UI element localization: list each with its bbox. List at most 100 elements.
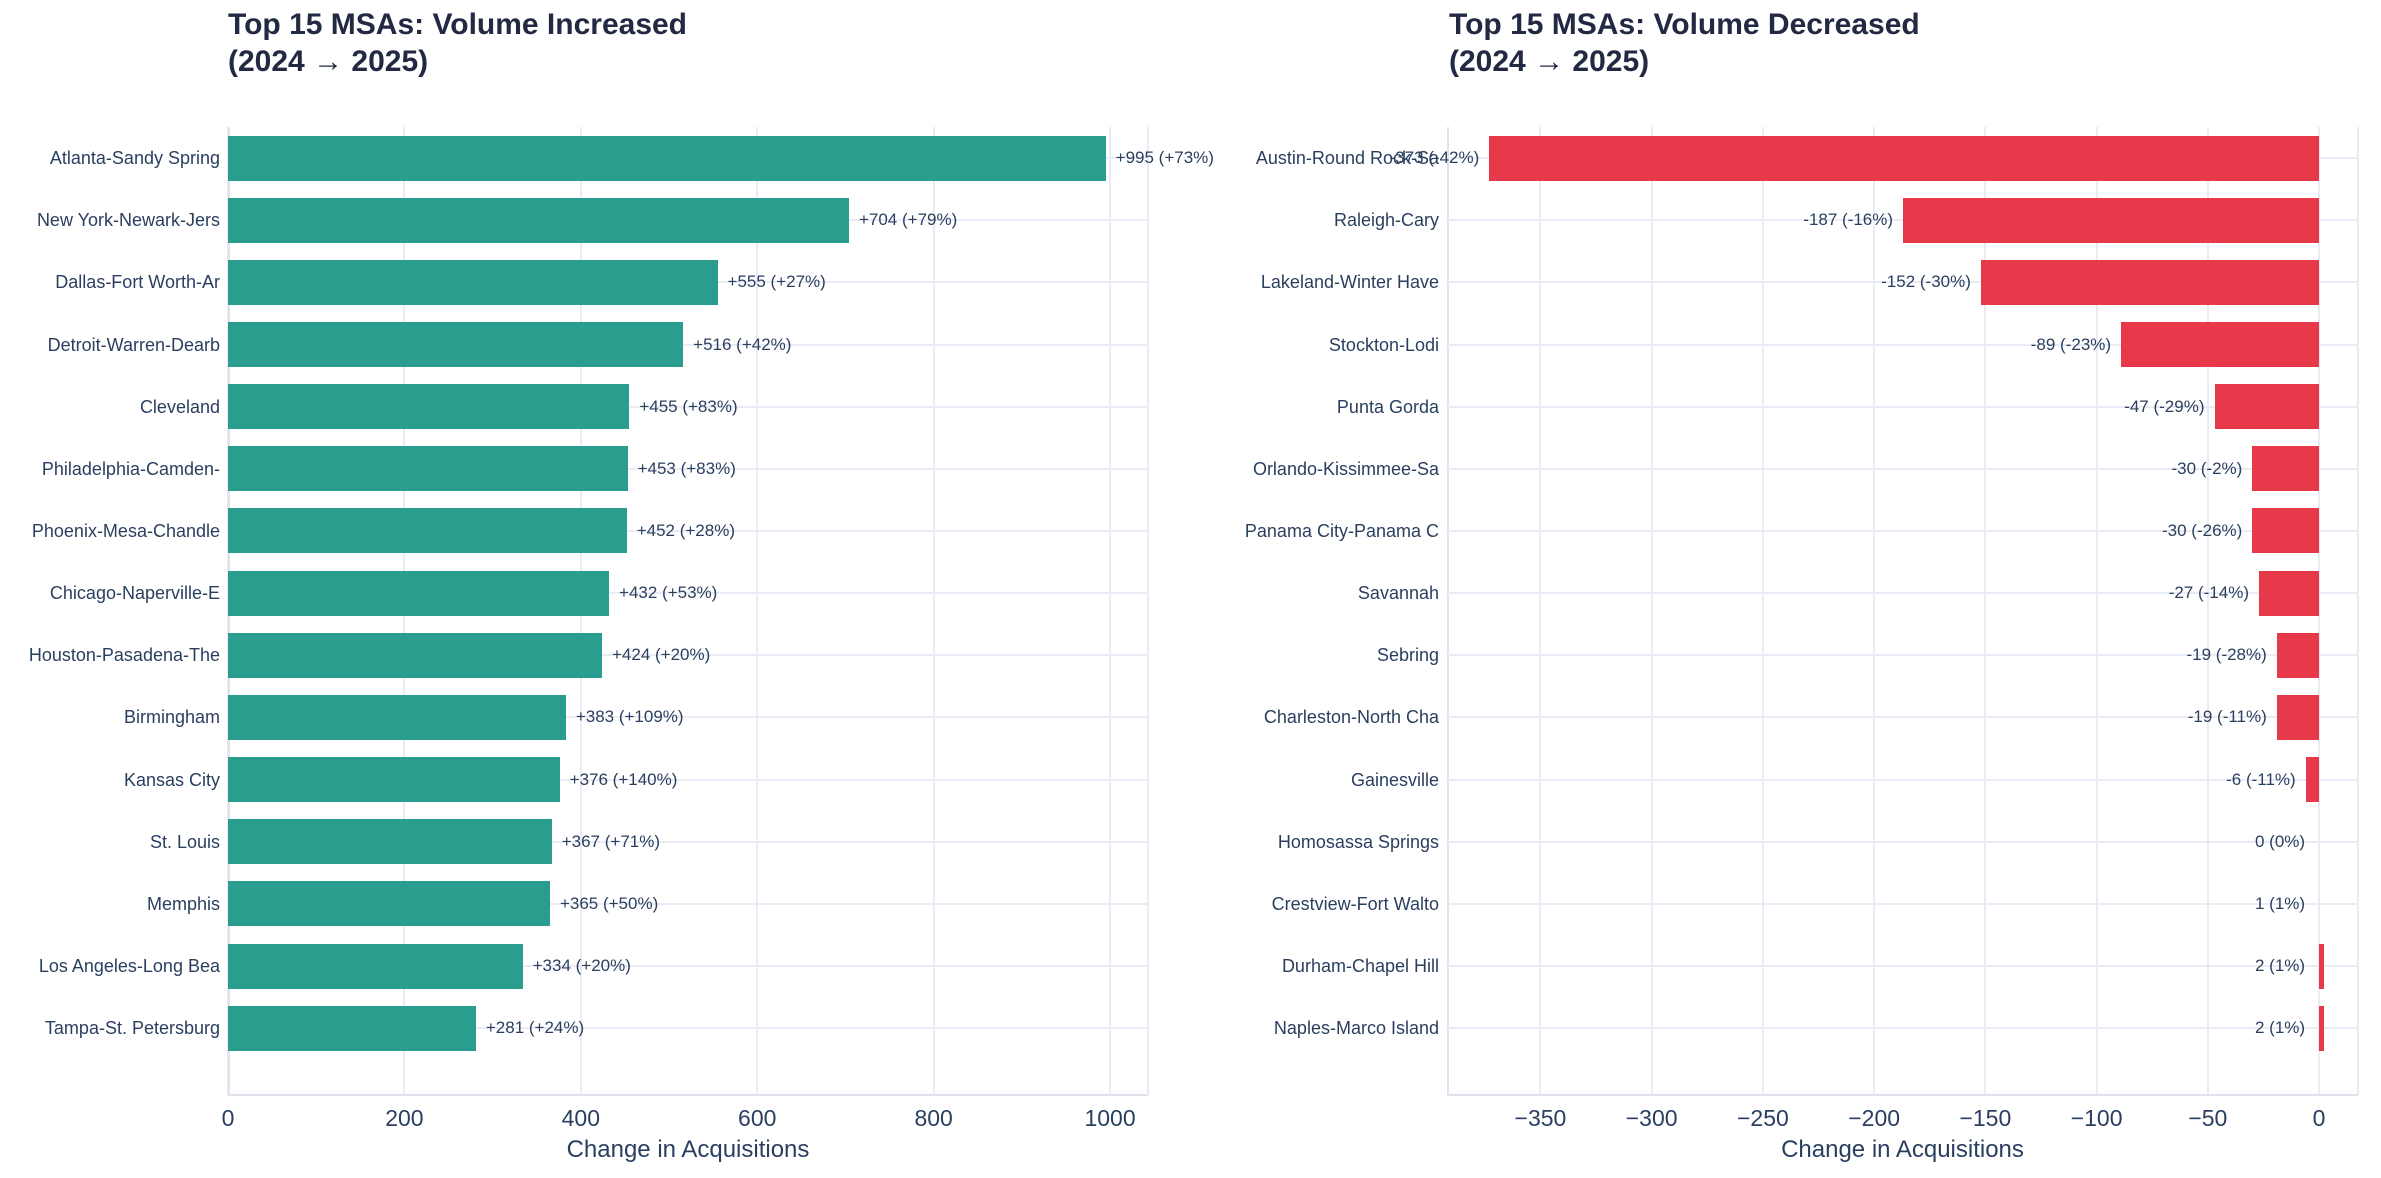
bar-value-label: +334 (+20%) xyxy=(532,956,631,976)
bar-positive[interactable] xyxy=(228,135,1106,181)
bar-negative[interactable] xyxy=(1980,259,2320,305)
bar-value-label: +432 (+53%) xyxy=(619,583,718,603)
bar-positive[interactable] xyxy=(228,384,630,430)
bar-positive[interactable] xyxy=(2319,943,2324,989)
x-axis-line xyxy=(228,1094,1148,1096)
y-gridline xyxy=(1447,467,2358,470)
x-gridline xyxy=(1650,127,1653,1095)
bar-value-label: -30 (-26%) xyxy=(2162,520,2243,540)
category-label: Philadelphia-Camden- xyxy=(41,458,220,479)
y-gridline xyxy=(1447,405,2358,408)
bar-positive[interactable] xyxy=(228,757,560,803)
x-tick-label: −50 xyxy=(2188,1105,2228,1131)
bar-positive[interactable] xyxy=(228,446,628,492)
bar-value-label: +516 (+42%) xyxy=(693,334,792,354)
category-label: Lakeland-Winter Have xyxy=(1260,272,1439,293)
y-gridline xyxy=(228,902,1148,905)
category-label: Houston-Pasadena-The xyxy=(28,645,220,666)
y-gridline xyxy=(1447,592,2358,595)
x-tick-label: 200 xyxy=(385,1105,424,1131)
x-gridline xyxy=(1873,127,1876,1095)
x-axis-title-increased: Change in Acquisitions xyxy=(566,1136,810,1163)
x-tick-label: −300 xyxy=(1625,1105,1678,1131)
plot-right-edge-line xyxy=(1147,127,1149,1095)
bar-negative[interactable] xyxy=(2259,570,2320,616)
bar-negative[interactable] xyxy=(2252,446,2320,492)
category-label: Raleigh-Cary xyxy=(1333,210,1439,231)
bar-negative[interactable] xyxy=(2305,757,2320,803)
bar-positive[interactable] xyxy=(228,322,684,368)
x-axis-title-decreased: Change in Acquisitions xyxy=(1781,1136,2024,1163)
y-gridline xyxy=(228,343,1148,346)
y-gridline xyxy=(1447,654,2358,657)
category-label: Homosassa Springs xyxy=(1277,831,1439,852)
category-label: Los Angeles-Long Bea xyxy=(38,956,220,977)
x-gridline xyxy=(932,127,935,1095)
chart-title-line1: Top 15 MSAs: Volume Decreased xyxy=(1449,8,1920,41)
bar-value-label: +455 (+83%) xyxy=(639,396,738,416)
bar-positive[interactable] xyxy=(228,570,610,616)
bar-value-label: -187 (-16%) xyxy=(1803,210,1894,230)
x-tick-label: 400 xyxy=(561,1105,601,1131)
bar-value-label: +555 (+27%) xyxy=(727,272,826,292)
category-label: Cleveland xyxy=(139,396,220,417)
bar-positive[interactable] xyxy=(228,694,566,740)
bar-negative[interactable] xyxy=(2214,384,2320,430)
y-gridline xyxy=(228,592,1148,595)
x-tick-label: −200 xyxy=(1848,1105,1901,1131)
bar-positive[interactable] xyxy=(228,197,849,243)
bar-negative[interactable] xyxy=(1489,135,2320,181)
y-gridline xyxy=(228,840,1148,843)
category-label: Memphis xyxy=(146,893,220,914)
y-gridline xyxy=(1447,343,2358,346)
bar-value-label: 2 (1%) xyxy=(2254,956,2306,976)
y-gridline xyxy=(228,1027,1148,1030)
chart-title-increased: Top 15 MSAs: Volume Increased (2024 → 20… xyxy=(228,6,687,80)
bar-positive[interactable] xyxy=(228,259,718,305)
x-tick-label: 1000 xyxy=(1084,1105,1136,1131)
x-gridline xyxy=(2095,127,2098,1095)
bar-positive[interactable] xyxy=(228,819,552,865)
bar-negative[interactable] xyxy=(2121,322,2320,368)
y-gridline xyxy=(228,778,1148,781)
bar-positive[interactable] xyxy=(228,943,523,989)
bar-positive[interactable] xyxy=(2319,1005,2324,1051)
bar-value-label: 0 (0%) xyxy=(2254,831,2306,851)
y-gridline xyxy=(1447,281,2358,284)
category-label: Crestview-Fort Walto xyxy=(1271,893,1439,914)
x-gridline xyxy=(2206,127,2209,1095)
bar-value-label: -19 (-28%) xyxy=(2186,645,2267,665)
category-label: Naples-Marco Island xyxy=(1273,1018,1439,1039)
bar-value-label: +281 (+24%) xyxy=(485,1018,585,1038)
bar-positive[interactable] xyxy=(228,1005,476,1051)
bar-value-label: +453 (+83%) xyxy=(637,458,736,478)
bar-negative[interactable] xyxy=(2276,694,2320,740)
y-gridline xyxy=(228,654,1148,657)
y-gridline xyxy=(1447,716,2358,719)
bar-value-label: -30 (-2%) xyxy=(2171,458,2243,478)
y-gridline xyxy=(228,965,1148,968)
y-gridline xyxy=(1447,902,2358,905)
category-label: Kansas City xyxy=(123,769,220,790)
y-gridline xyxy=(1447,529,2358,532)
y-axis-line xyxy=(1447,127,1449,1095)
y-gridline xyxy=(228,529,1148,532)
plot-right-edge-line xyxy=(2357,127,2359,1095)
x-tick-label: 600 xyxy=(738,1105,777,1131)
category-label: Durham-Chapel Hill xyxy=(1281,956,1439,977)
bar-negative[interactable] xyxy=(1903,197,2320,243)
bar-positive[interactable] xyxy=(228,508,627,554)
bar-negative[interactable] xyxy=(2252,508,2320,554)
category-label: Chicago-Naperville-E xyxy=(49,583,220,604)
x-gridline xyxy=(2318,127,2321,1095)
category-label: Orlando-Kissimmee-Sa xyxy=(1252,458,1439,479)
bar-positive[interactable] xyxy=(228,881,550,927)
chart-title-line2: (2024 → 2025) xyxy=(1449,45,1650,78)
bar-value-label: 2 (1%) xyxy=(2254,1018,2306,1038)
category-label: Austin-Round Rock-Sa xyxy=(1255,148,1439,169)
category-label: Tampa-St. Petersburg xyxy=(44,1018,220,1039)
bar-negative[interactable] xyxy=(2276,632,2320,678)
bar-positive[interactable] xyxy=(228,632,602,678)
category-label: Birmingham xyxy=(123,707,220,728)
